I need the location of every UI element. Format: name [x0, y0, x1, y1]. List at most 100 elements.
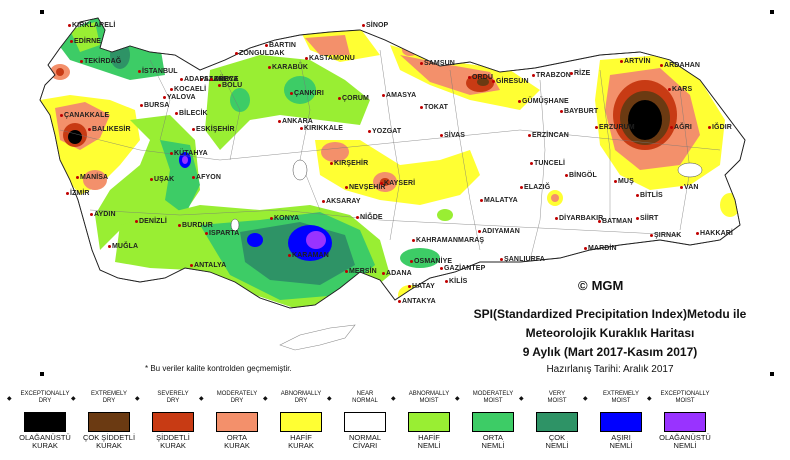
- legend-en-label: EXCEPTIONALLY DRY: [12, 390, 78, 406]
- city-label: ERZİNCAN: [528, 132, 569, 139]
- city-label: ERZURUM: [595, 124, 635, 131]
- legend-en-label: VERY MOIST: [524, 390, 590, 406]
- city-label: ANTAKYA: [398, 298, 436, 305]
- city-label: NİĞDE: [356, 214, 383, 221]
- legend-en-label: EXTREMELY DRY: [76, 390, 142, 406]
- legend-en-line: EXCEPTIONALLY: [20, 391, 70, 397]
- city-label: ELAZIĞ: [520, 184, 550, 191]
- title-line-3: 9 Aylık (Mart 2017-Kasım 2017): [522, 345, 698, 359]
- legend-en-line: DRY: [102, 398, 116, 404]
- legend-tr-label: ÇOK ŞİDDETLİ KURAK: [76, 434, 142, 450]
- legend-en-line: VERY: [548, 391, 566, 397]
- map-title: SPI(Standardized Precipitation Index)Met…: [440, 305, 780, 378]
- city-label: DENİZLİ: [135, 218, 167, 225]
- legend-tr-line: CİVARI: [352, 441, 378, 450]
- legend-en-line: MODERATELY: [216, 391, 258, 397]
- city-label: KARAMAN: [288, 252, 329, 259]
- city-label: MUŞ: [614, 178, 634, 185]
- city-label: BARTIN: [265, 42, 296, 49]
- city-label: ORDU: [468, 74, 493, 81]
- legend-en-label: NEAR NORMAL: [332, 390, 398, 406]
- legend-en-line: EXCEPTIONALLY: [660, 391, 710, 397]
- legend-item: SEVERELY DRY ŞİDDETLİ KURAK: [140, 390, 206, 450]
- legend-tr-line: NEMLİ: [545, 441, 569, 450]
- city-label: ŞIRNAK: [650, 232, 681, 239]
- legend-bullet: ◆: [199, 396, 204, 402]
- city-label: SİİRT: [636, 215, 658, 222]
- city-label: DÜZCE: [210, 76, 239, 83]
- legend-tr-label: HAFİF NEMLİ: [396, 434, 462, 450]
- copyright-icon: ©: [578, 278, 588, 293]
- city-label: KIRKLARELİ: [68, 22, 115, 29]
- region-north-moist: [205, 55, 370, 150]
- legend-swatch: [216, 412, 258, 432]
- city-label: GÜMÜŞHANE: [518, 98, 569, 105]
- legend-bullet: ◆: [519, 396, 524, 402]
- city-label: TUNCELİ: [530, 160, 565, 167]
- legend-tr-line: KURAK: [32, 441, 58, 450]
- city-label: AĞRI: [670, 124, 692, 131]
- legend-en-line: NORMAL: [352, 398, 378, 404]
- city-label: KAHRAMANMARAŞ: [412, 237, 484, 244]
- legend-bullet: ◆: [71, 396, 76, 402]
- city-label: ANTALYA: [190, 262, 226, 269]
- legend-tr-line: KURAK: [224, 441, 250, 450]
- legend-tr-line: NEMLİ: [417, 441, 441, 450]
- city-label: YALOVA: [163, 94, 196, 101]
- city-label: ADANA: [382, 270, 412, 277]
- legend-bullet: ◆: [455, 396, 460, 402]
- legend-item: NEAR NORMAL NORMAL CİVARI: [332, 390, 398, 450]
- city-label: DİYARBAKIR: [555, 215, 603, 222]
- legend-tr-line: NEMLİ: [673, 441, 697, 450]
- city-label: IĞDIR: [708, 124, 732, 131]
- legend-swatch: [280, 412, 322, 432]
- city-label: ISPARTA: [205, 230, 239, 237]
- city-label: SAMSUN: [420, 60, 455, 67]
- city-label: UŞAK: [150, 176, 174, 183]
- legend-tr-label: AŞIRI NEMLİ: [588, 434, 654, 450]
- legend-bullet: ◆: [263, 396, 268, 402]
- legend-tr-line: ÇOK ŞİDDETLİ: [82, 433, 136, 442]
- legend-en-line: MOIST: [611, 398, 631, 404]
- corner-mark-br: [770, 372, 774, 376]
- quality-note: * Bu veriler kalite kontrolden geçmemişt…: [145, 364, 292, 373]
- legend-bullet: ◆: [583, 396, 588, 402]
- city-label: KIRŞEHİR: [330, 160, 368, 167]
- legend-tr-line: ÇOK: [548, 433, 566, 442]
- legend-swatch: [600, 412, 642, 432]
- city-label: VAN: [680, 184, 699, 191]
- legend-item: EXCEPTIONALLY DRY OLAĞANÜSTÜ KURAK: [12, 390, 78, 450]
- city-label: ÇORUM: [338, 95, 369, 102]
- legend-en-line: MOIST: [675, 398, 695, 404]
- legend-tr-line: OLAĞANÜSTÜ: [659, 433, 711, 442]
- city-label: KONYA: [270, 215, 299, 222]
- legend-en-label: ABNORMALLY MOIST: [396, 390, 462, 406]
- legend: EXCEPTIONALLY DRY OLAĞANÜSTÜ KURAK ◆ EXTREMEL…: [0, 390, 790, 460]
- city-label: KOCAELİ: [170, 86, 206, 93]
- city-label: HAKKARİ: [696, 230, 733, 237]
- legend-en-line: MOIST: [547, 398, 567, 404]
- legend-tr-label: ORTA KURAK: [204, 434, 270, 450]
- city-label: BAYBURT: [560, 108, 598, 115]
- legend-en-label: EXTREMELY MOIST: [588, 390, 654, 406]
- legend-en-line: DRY: [230, 398, 244, 404]
- corner-mark-tl: [40, 10, 44, 14]
- city-label: KASTAMONU: [305, 55, 355, 62]
- city-label: BOLU: [218, 82, 242, 89]
- corner-mark-bl: [40, 372, 44, 376]
- legend-en-line: ABNORMALLY: [408, 391, 450, 397]
- city-label: ARDAHAN: [660, 62, 700, 69]
- mgm-logo: © MGM: [578, 278, 623, 293]
- legend-en-line: MODERATELY: [472, 391, 514, 397]
- legend-en-line: EXTREMELY: [603, 391, 639, 397]
- legend-item: EXTREMELY MOIST AŞIRI NEMLİ: [588, 390, 654, 450]
- legend-tr-label: OLAĞANÜSTÜ NEMLİ: [652, 434, 718, 450]
- city-label: BALIKESİR: [88, 126, 131, 133]
- city-label: BİLECİK: [175, 110, 208, 117]
- legend-item: MODERATELY DRY ORTA KURAK: [204, 390, 270, 450]
- city-label: BİTLİS: [636, 192, 663, 199]
- legend-tr-line: NORMAL: [348, 433, 382, 442]
- city-label: NEVŞEHİR: [345, 184, 386, 191]
- title-line-2: Meteorolojik Kuraklık Haritası: [525, 326, 695, 340]
- city-label: SİVAS: [440, 132, 465, 139]
